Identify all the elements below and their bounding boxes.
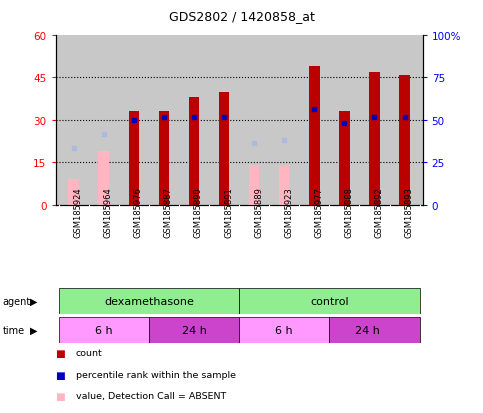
Text: GSM185976: GSM185976 — [134, 186, 143, 237]
Bar — [309, 67, 320, 205]
Bar — [68, 180, 79, 205]
Text: GSM185888: GSM185888 — [344, 186, 354, 237]
Text: GSM185977: GSM185977 — [314, 186, 323, 237]
Text: 6 h: 6 h — [275, 325, 293, 335]
Text: ■: ■ — [56, 391, 65, 401]
Text: ▶: ▶ — [30, 325, 38, 335]
Text: count: count — [76, 348, 102, 357]
Bar — [189, 98, 199, 205]
Text: GSM185887: GSM185887 — [164, 186, 173, 237]
Bar — [219, 93, 229, 205]
Text: dexamethasone: dexamethasone — [104, 296, 194, 306]
Bar — [339, 112, 350, 205]
Bar — [239, 288, 420, 314]
Text: 24 h: 24 h — [182, 325, 206, 335]
Text: control: control — [310, 296, 349, 306]
Bar — [399, 76, 410, 205]
Text: ■: ■ — [56, 348, 65, 358]
Bar — [149, 317, 239, 343]
Text: GSM185889: GSM185889 — [254, 186, 263, 237]
Bar — [99, 152, 109, 205]
Text: ▶: ▶ — [30, 296, 38, 306]
Text: GSM185893: GSM185893 — [405, 186, 413, 237]
Bar — [158, 112, 169, 205]
Text: GSM185924: GSM185924 — [73, 187, 83, 237]
Text: GSM185892: GSM185892 — [374, 187, 384, 237]
Bar — [58, 317, 149, 343]
Text: GDS2802 / 1420858_at: GDS2802 / 1420858_at — [169, 10, 314, 23]
Text: GSM185890: GSM185890 — [194, 187, 203, 237]
Text: percentile rank within the sample: percentile rank within the sample — [76, 370, 236, 379]
Bar — [329, 317, 420, 343]
Text: GSM185964: GSM185964 — [104, 187, 113, 237]
Text: ■: ■ — [56, 370, 65, 380]
Bar — [58, 288, 239, 314]
Bar — [128, 112, 139, 205]
Bar — [369, 73, 380, 205]
Bar — [239, 317, 329, 343]
Bar — [249, 166, 259, 205]
Text: value, Detection Call = ABSENT: value, Detection Call = ABSENT — [76, 391, 226, 400]
Text: agent: agent — [2, 296, 30, 306]
Text: 24 h: 24 h — [355, 325, 380, 335]
Text: GSM185891: GSM185891 — [224, 187, 233, 237]
Text: time: time — [2, 325, 25, 335]
Text: 6 h: 6 h — [95, 325, 113, 335]
Bar — [279, 166, 289, 205]
Text: GSM185923: GSM185923 — [284, 187, 293, 237]
